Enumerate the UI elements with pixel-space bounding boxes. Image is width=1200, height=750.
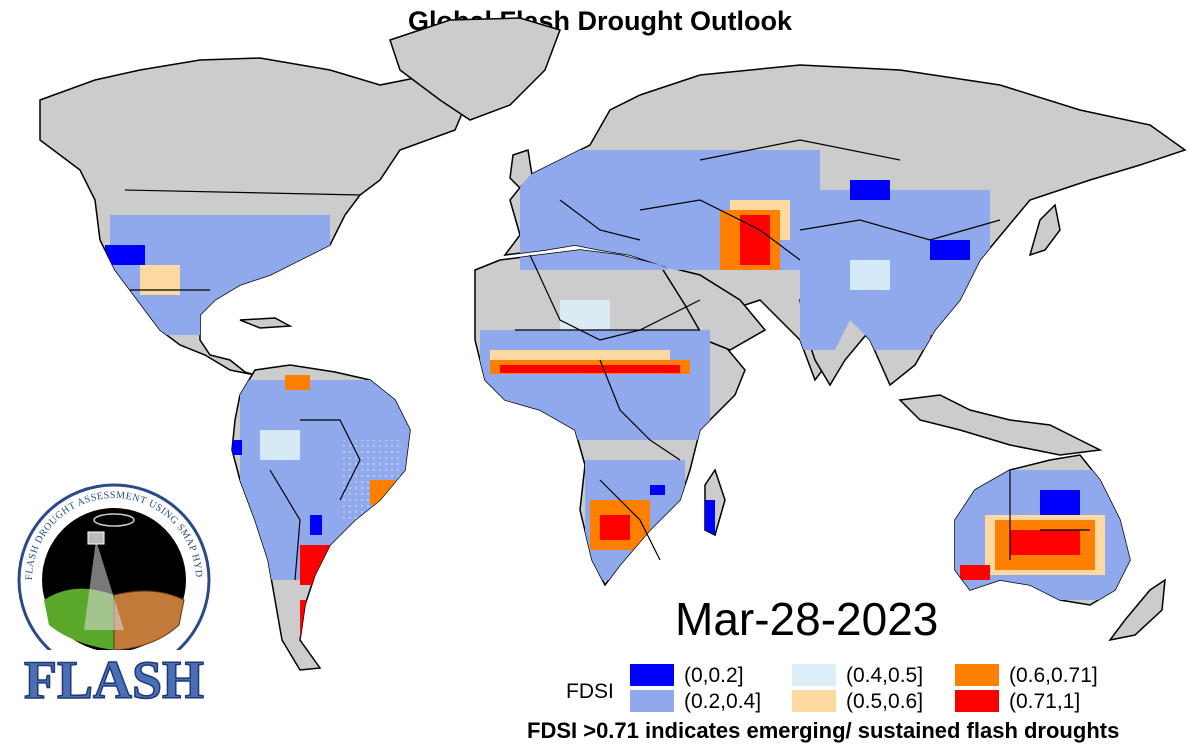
logo-beam-icon	[84, 540, 124, 630]
flash-logo: FLASH DROUGHT ASSESSMENT USING SMAP HYDR…	[14, 480, 211, 710]
legend-swatch-4	[955, 664, 999, 686]
country-borders	[124, 139, 1090, 581]
legend-swatch-1	[630, 690, 674, 712]
logo-antenna-icon	[93, 513, 135, 527]
logo-dry-ground-icon	[113, 590, 185, 651]
legend-title: FDSI	[566, 680, 614, 703]
forecast-date: Mar-28-2023	[675, 593, 939, 645]
footnote: FDSI >0.71 indicates emerging/ sustained…	[527, 718, 1120, 743]
legend-label-1: (0.2,0.4]	[684, 690, 762, 713]
arabia	[658, 263, 767, 351]
greenland	[389, 17, 561, 121]
legend-label-2: (0.4,0.5]	[846, 664, 924, 687]
legend-label-5: (0.71,1]	[1009, 690, 1081, 713]
legend-label-0: (0,0.2]	[684, 664, 744, 687]
logo-satellite-icon	[87, 531, 105, 545]
indonesia	[898, 394, 1103, 456]
legend-swatch-2	[792, 664, 836, 686]
new-zealand	[1108, 578, 1166, 642]
logo-wordmark: FLASH	[24, 650, 204, 710]
fdsi-overlay	[105, 150, 1130, 640]
legend-swatch-5	[955, 690, 999, 712]
legend-label-3: (0.5,0.6]	[846, 690, 924, 713]
caribbean	[239, 317, 293, 329]
legend-label-4: (0.6,0.71]	[1009, 664, 1098, 687]
legend-swatch-0	[630, 664, 674, 686]
japan	[1028, 203, 1061, 257]
legend-swatch-3	[792, 690, 836, 712]
